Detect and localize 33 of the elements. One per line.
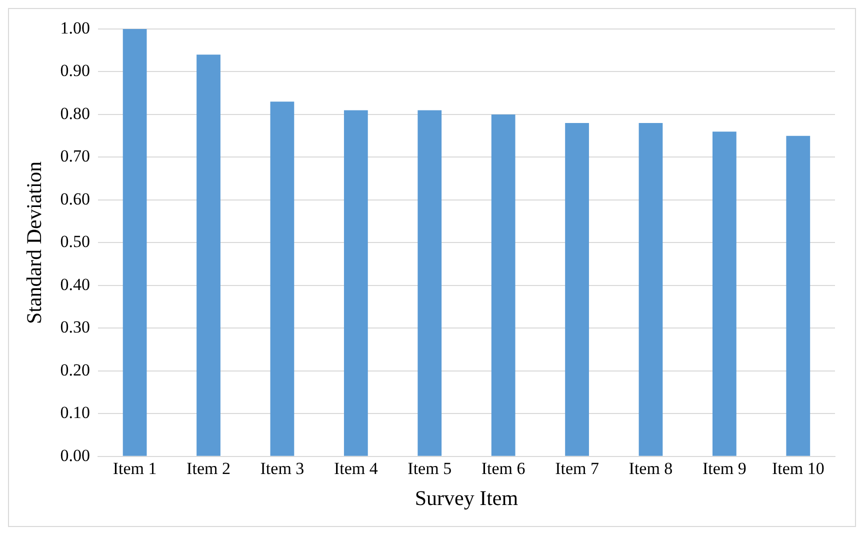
bar bbox=[638, 123, 663, 456]
y-axis-title: Standard Deviation bbox=[22, 160, 46, 324]
x-tick-label: Item 3 bbox=[260, 459, 304, 478]
bar bbox=[196, 54, 220, 456]
y-tick-label: 0.90 bbox=[60, 61, 90, 80]
bar bbox=[712, 132, 736, 456]
y-tick-label: 0.80 bbox=[60, 104, 90, 123]
bar bbox=[418, 110, 442, 456]
bar bbox=[491, 114, 516, 456]
y-tick-label: 1.00 bbox=[60, 18, 90, 38]
x-tick-label: Item 5 bbox=[408, 459, 452, 478]
x-axis-title: Survey Item bbox=[414, 486, 518, 510]
x-tick-label: Item 2 bbox=[186, 459, 230, 478]
x-tick-label: Item 10 bbox=[772, 459, 824, 478]
x-tick-label: Item 7 bbox=[555, 459, 600, 478]
x-tick-label: Item 8 bbox=[628, 459, 673, 478]
y-tick-label: 0.50 bbox=[60, 232, 90, 252]
x-tick-label: Item 4 bbox=[334, 459, 378, 478]
bar bbox=[344, 110, 368, 456]
bar bbox=[122, 29, 147, 456]
y-tick-label: 0.30 bbox=[60, 318, 90, 337]
bar bbox=[270, 102, 294, 456]
y-tick-label: 0.40 bbox=[60, 274, 90, 294]
x-tick-label: Item 9 bbox=[702, 459, 746, 478]
x-tick-label: Item 6 bbox=[481, 459, 526, 478]
y-tick-label: 0.00 bbox=[60, 446, 90, 465]
y-tick-label: 0.70 bbox=[60, 146, 90, 166]
y-tick-label: 0.10 bbox=[60, 403, 90, 422]
bar bbox=[786, 136, 810, 456]
y-tick-label: 0.60 bbox=[60, 189, 90, 208]
y-tick-label: 0.20 bbox=[60, 360, 90, 380]
x-tick-label: Item 1 bbox=[112, 459, 157, 478]
bar bbox=[565, 123, 589, 456]
